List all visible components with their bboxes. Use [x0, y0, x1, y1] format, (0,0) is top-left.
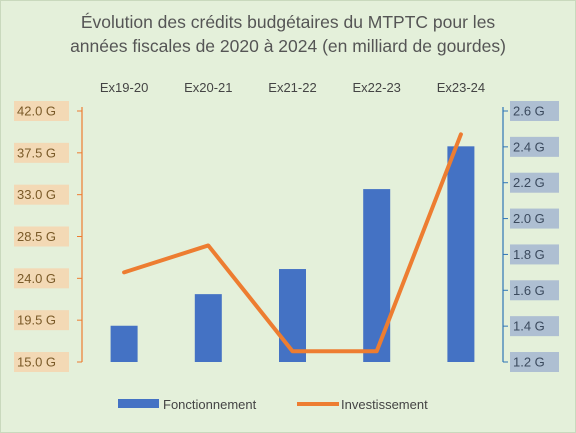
right-tick-label-bg [510, 172, 559, 193]
right-tick-label-bg [510, 352, 559, 372]
right-tick-label-bg [510, 244, 559, 265]
bar-ex22-23 [363, 189, 391, 362]
chart-title-line-2: années fiscales de 2020 à 2024 (en milli… [70, 36, 506, 56]
bar-ex23-24 [447, 146, 475, 362]
left-tick-label: 15.0 G [17, 355, 56, 370]
left-tick-label: 37.5 G [17, 145, 56, 160]
right-tick-label: 1.8 G [513, 247, 545, 262]
category-label-2: Ex20-21 [184, 80, 232, 95]
right-tick-label: 2.2 G [513, 175, 545, 190]
line-point-ex23-24 [459, 132, 463, 136]
right-tick-label: 2.6 G [513, 104, 545, 119]
category-axis-labels: Ex19-20 Ex20-21 Ex21-22 Ex22-23 Ex23-24 [100, 80, 485, 95]
right-tick-label-bg [510, 101, 559, 121]
left-tick-label-bg [14, 352, 69, 372]
line-point-ex20-21 [206, 243, 210, 247]
category-label-4: Ex22-23 [352, 80, 400, 95]
left-tick-label: 24.0 G [17, 271, 56, 286]
right-tick-label-bg [510, 316, 559, 337]
legend-swatch-fonctionnement [118, 399, 159, 408]
bar-ex20-21 [194, 294, 222, 362]
category-label-3: Ex21-22 [268, 80, 316, 95]
legend: Fonctionnement Investissement [118, 397, 428, 412]
left-tick-label: 33.0 G [17, 187, 56, 202]
left-tick-label-bg [14, 268, 69, 289]
right-tick-label-bg [510, 136, 559, 157]
left-tick-label: 19.5 G [17, 313, 56, 328]
legend-label-fonctionnement: Fonctionnement [163, 397, 257, 412]
category-label-5: Ex23-24 [437, 80, 485, 95]
right-tick-label-bg [510, 280, 559, 301]
investissement-line [122, 132, 463, 354]
fonctionnement-bars [110, 146, 475, 362]
right-tick-label-bg [510, 208, 559, 229]
right-tick-label: 2.0 G [513, 211, 545, 226]
left-tick-label-bg [14, 310, 69, 331]
left-tick-label-bg [14, 184, 69, 205]
line-point-ex21-22 [291, 349, 295, 353]
left-tick-label: 28.5 G [17, 229, 56, 244]
line-point-ex19-20 [122, 270, 126, 274]
left-tick-label-bg [14, 226, 69, 247]
right-tick-label: 1.2 G [513, 355, 545, 370]
legend-label-investissement: Investissement [341, 397, 428, 412]
right-y-axis: 1.2 G 1.4 G 1.6 G 1.8 G 2.0 G 2.2 G 2.4 G 2.6 G [502, 101, 559, 372]
line-point-ex22-23 [375, 349, 379, 353]
left-tick-label-bg [14, 142, 69, 163]
right-tick-label: 1.6 G [513, 283, 545, 298]
right-tick-label: 2.4 G [513, 139, 545, 154]
chart-title: Évolution des crédits budgétaires du MTP… [70, 12, 506, 56]
category-label-1: Ex19-20 [100, 80, 148, 95]
bar-ex19-20 [110, 325, 138, 362]
left-tick-label: 42.0 G [17, 104, 56, 119]
left-y-axis: 15.0 G 19.5 G 24.0 G 28.5 G 33.0 G 37.5 G 42.0… [14, 101, 83, 372]
chart-title-line-1: Évolution des crédits budgétaires du MTP… [81, 12, 496, 32]
bar-ex21-22 [279, 269, 306, 362]
right-tick-label: 1.4 G [513, 319, 545, 334]
left-tick-label-bg [14, 101, 69, 121]
investissement-polyline [122, 132, 463, 354]
